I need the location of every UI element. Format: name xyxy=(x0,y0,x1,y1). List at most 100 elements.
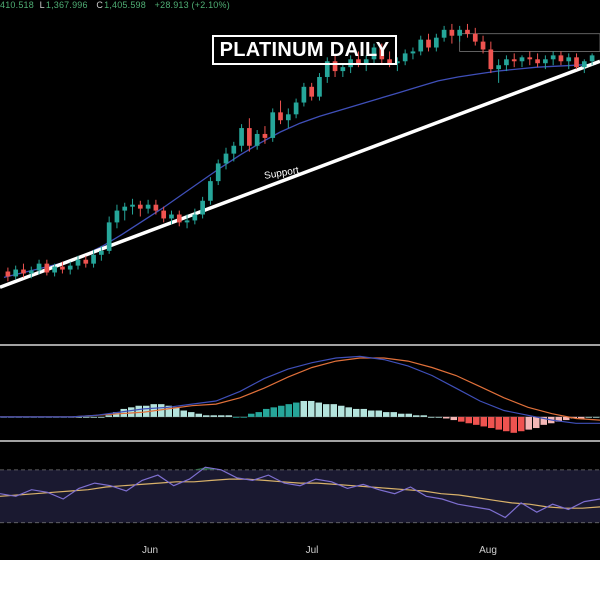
macd-histogram-bar xyxy=(375,410,382,417)
macd-histogram-bar xyxy=(173,407,180,417)
candle-body xyxy=(254,133,260,146)
candle-body xyxy=(153,204,159,211)
macd-histogram-bar xyxy=(233,416,240,418)
x-tick-label: Aug xyxy=(479,545,497,556)
candle-body xyxy=(192,214,198,221)
macd-histogram-bar xyxy=(398,413,405,417)
macd-histogram-bar xyxy=(180,410,187,417)
rsi-band xyxy=(0,469,600,523)
macd-histogram-bar xyxy=(300,400,307,417)
candle-body xyxy=(75,259,81,266)
candle-body xyxy=(13,269,19,277)
macd-histogram-bar xyxy=(563,416,570,421)
macd-histogram-bar xyxy=(458,416,465,422)
candle-body xyxy=(488,49,494,70)
support-line xyxy=(0,59,600,289)
macd-histogram-bar xyxy=(353,408,360,417)
candle-body xyxy=(496,65,501,70)
macd-pane xyxy=(0,355,600,433)
macd-histogram-bar xyxy=(128,407,135,417)
macd-histogram-bar xyxy=(450,416,457,421)
candle-body xyxy=(395,61,400,64)
macd-histogram-bar xyxy=(105,415,112,417)
macd-histogram-bar xyxy=(285,404,292,417)
candle-body xyxy=(247,128,252,146)
candle-body xyxy=(285,114,291,121)
macd-histogram-bar xyxy=(218,415,225,417)
candle-body xyxy=(465,29,470,34)
candle-body xyxy=(145,204,151,209)
moving-average-line xyxy=(3,63,597,279)
candle-body xyxy=(83,259,89,264)
macd-histogram-bar xyxy=(330,404,337,417)
open-value: 410.518 xyxy=(0,0,34,10)
macd-histogram-bar xyxy=(428,416,435,418)
ohlc-header: 410.518 L1,367.996 C1,405.598 +28.913 (+… xyxy=(0,0,233,18)
x-tick-label: Jul xyxy=(306,545,319,556)
low-label: L xyxy=(39,0,45,10)
candle-body xyxy=(426,39,431,48)
low-value: 1,367.996 xyxy=(45,0,88,10)
candle-body xyxy=(44,263,50,273)
candle-body xyxy=(379,47,385,60)
price-pane: Support xyxy=(0,23,600,289)
candle-body xyxy=(410,51,416,54)
candle-body xyxy=(208,181,213,201)
macd-histogram-bar xyxy=(540,416,547,425)
macd-histogram-bar xyxy=(75,416,82,418)
macd-histogram-bar xyxy=(555,416,562,422)
change-value: +28.913 (+2.10%) xyxy=(154,0,230,10)
candle-body xyxy=(278,112,283,121)
candle-body xyxy=(223,153,229,164)
macd-histogram-bar xyxy=(480,416,487,427)
candle-body xyxy=(324,61,330,77)
candle-body xyxy=(91,254,96,264)
chart-svg: Support Jun Jul Aug xyxy=(0,23,600,556)
candle-body xyxy=(480,41,486,50)
candle-body xyxy=(270,112,276,138)
macd-histogram-bar xyxy=(263,408,270,417)
macd-histogram-bar xyxy=(390,412,397,417)
macd-histogram-bar xyxy=(308,400,315,417)
macd-histogram-bar xyxy=(495,416,502,430)
macd-histogram-bar xyxy=(315,402,322,417)
candle-body xyxy=(519,57,525,62)
rsi-pane xyxy=(0,466,600,524)
candle-body xyxy=(239,128,244,146)
candle-body xyxy=(309,86,315,97)
candle-body xyxy=(215,163,221,182)
candle-body xyxy=(106,222,112,251)
candle-body xyxy=(67,265,73,270)
close-label: C xyxy=(96,0,104,10)
candle-body xyxy=(293,102,299,115)
candle-body xyxy=(449,29,455,36)
candle-body xyxy=(301,86,307,103)
macd-histogram-bar xyxy=(360,408,367,417)
candle-body xyxy=(176,214,182,223)
macd-histogram-bar xyxy=(270,407,277,417)
macd-histogram-bar xyxy=(255,412,262,417)
candle-body xyxy=(402,53,408,62)
macd-histogram-bar xyxy=(278,405,285,417)
candle-body xyxy=(535,59,540,64)
macd-histogram-bar xyxy=(210,415,217,417)
macd-histogram-bar xyxy=(135,405,142,417)
candle-body xyxy=(161,210,167,219)
candle-body xyxy=(122,206,128,211)
candle-body xyxy=(130,204,135,207)
macd-histogram-bar xyxy=(593,416,600,418)
macd-histogram-bar xyxy=(203,415,210,417)
macd-histogram-bar xyxy=(510,416,517,433)
macd-histogram-bar xyxy=(240,416,247,418)
macd-signal-line xyxy=(0,357,600,421)
macd-histogram-bar xyxy=(503,416,510,432)
candle-body xyxy=(332,61,338,72)
macd-histogram-bar xyxy=(585,416,592,418)
macd-histogram-bar xyxy=(443,416,450,419)
candle-body xyxy=(418,39,424,52)
candle-body xyxy=(574,57,579,68)
candle-body xyxy=(60,266,65,270)
macd-histogram-bar xyxy=(90,416,97,418)
macd-histogram-bar xyxy=(525,416,532,430)
candle-body xyxy=(137,204,143,209)
